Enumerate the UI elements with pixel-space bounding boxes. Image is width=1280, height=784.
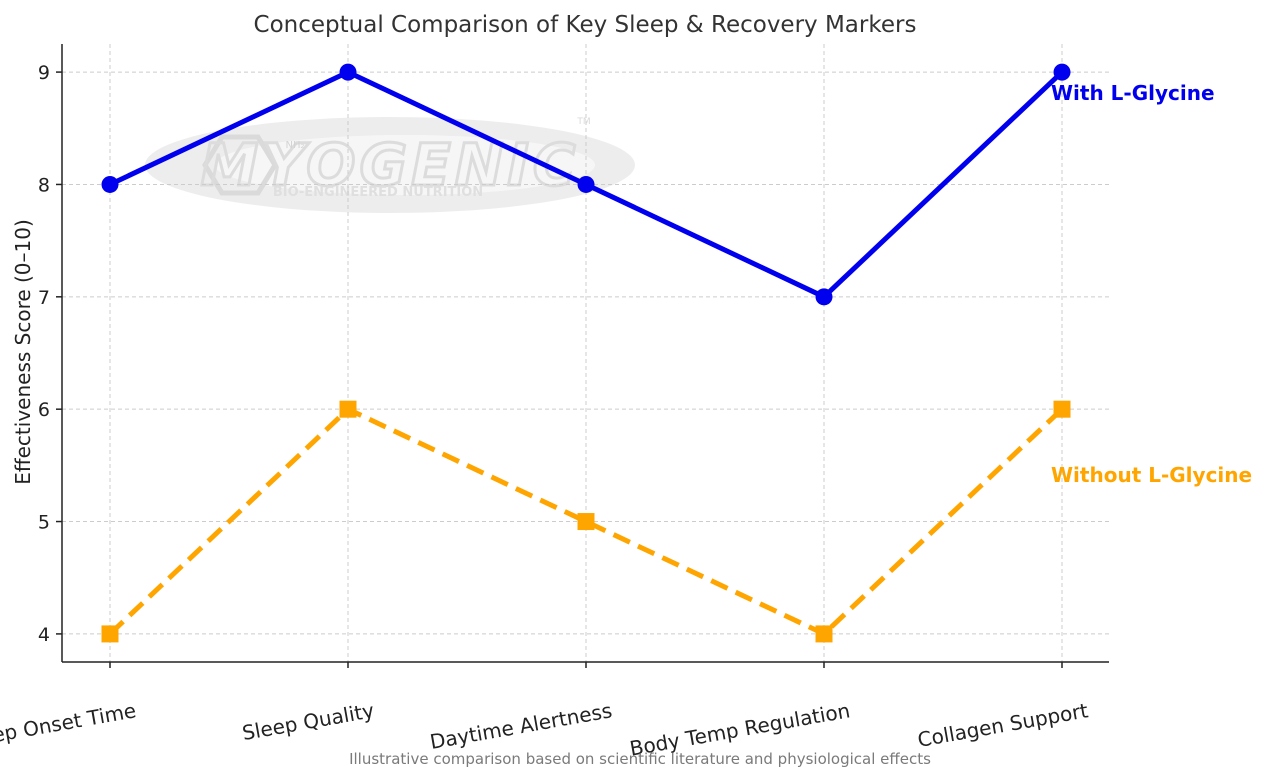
series-line [108, 406, 1064, 637]
watermark-brand: MYOGENIC [201, 131, 580, 199]
data-point [577, 175, 595, 193]
watermark-logo: MYOGENIC BIO-ENGINEERED NUTRITION NH₂ TM [145, 117, 635, 213]
y-axis-label: Effectiveness Score (0–10) [11, 219, 35, 485]
data-point [815, 625, 833, 643]
data-point [1053, 400, 1071, 418]
chart-footnote: Illustrative comparison based on scienti… [349, 750, 931, 768]
data-point [101, 175, 119, 193]
watermark-tagline: BIO-ENGINEERED NUTRITION [273, 185, 483, 200]
data-point [1053, 63, 1071, 81]
chart-title: Conceptual Comparison of Key Sleep & Rec… [254, 12, 917, 38]
data-point [339, 400, 357, 418]
data-point [577, 513, 595, 531]
watermark-tm: TM [576, 117, 590, 127]
data-point [339, 63, 357, 81]
series-label: With L-Glycine [1051, 81, 1215, 105]
y-tick-label: 7 [38, 287, 50, 309]
y-tick-label: 6 [38, 399, 50, 421]
series [101, 63, 1071, 643]
data-point [101, 625, 119, 643]
series-labels: With L-Glycine Without L-Glycine [1051, 81, 1252, 487]
series-label: Without L-Glycine [1051, 463, 1252, 487]
watermark-sup: NH₂ [285, 140, 304, 151]
y-tick-label: 4 [38, 624, 50, 646]
gridlines [62, 44, 1109, 662]
y-tick-label: 9 [38, 62, 50, 84]
y-tick-label: 8 [38, 174, 50, 196]
data-point [815, 288, 833, 306]
y-tick-label: 5 [38, 512, 50, 534]
